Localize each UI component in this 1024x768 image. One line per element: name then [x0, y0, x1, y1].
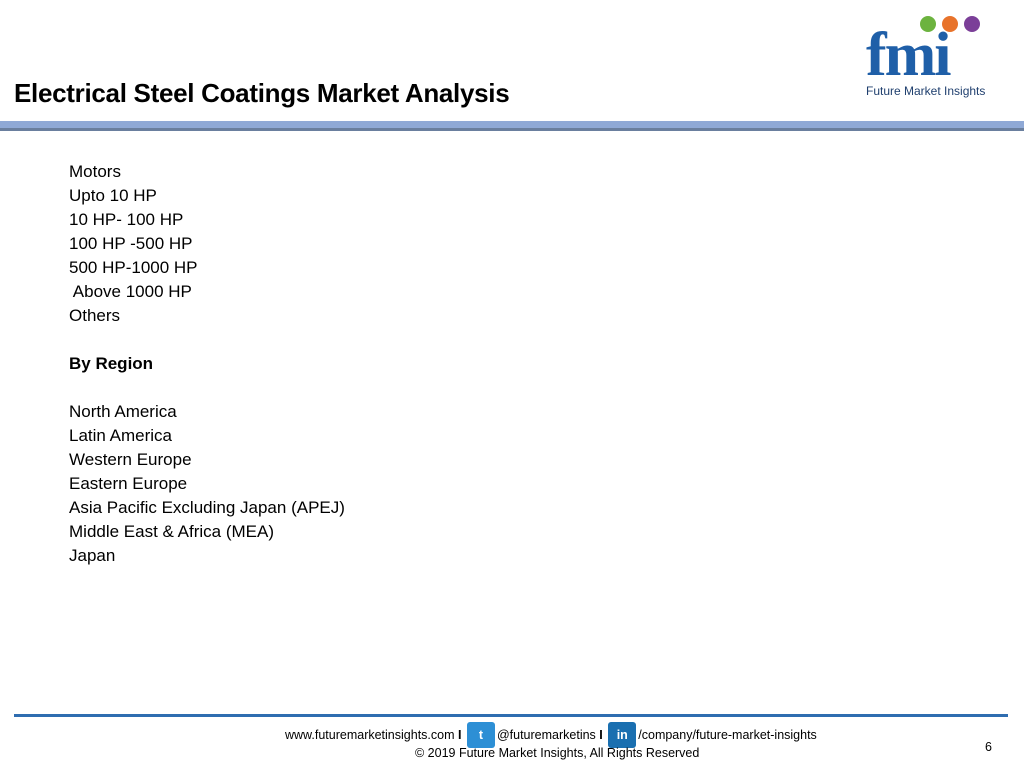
content: Motors Upto 10 HP 10 HP- 100 HP 100 HP -500… [69, 160, 345, 568]
header-rule-shadow [0, 128, 1024, 131]
list-item: Japan [69, 546, 116, 565]
list-item: North America [69, 402, 177, 421]
section-heading: By Region [69, 354, 154, 373]
list-item: 10 HP- 100 HP [69, 210, 184, 229]
list-item: Western Europe [69, 450, 192, 469]
twitter-icon[interactable]: t [466, 722, 495, 748]
slide-title: Electrical Steel Coatings Market Analysi… [14, 78, 510, 108]
logo: fmi Future Market Insights [862, 14, 1008, 100]
copyright: © 2019 Future Market Insights, All Right… [415, 746, 700, 760]
header-rule [0, 121, 1024, 128]
list-item: Latin America [69, 426, 172, 445]
footer-links: www.futuremarketinsights.com I t @futurem… [285, 722, 817, 748]
footer-rule [14, 714, 1008, 717]
list-item: Others [69, 306, 121, 325]
linkedin-icon[interactable]: in [608, 722, 637, 748]
logo-icons [920, 16, 980, 32]
list-item: Upto 10 HP [69, 186, 157, 205]
separator: I [599, 728, 603, 742]
logo-mark: fmi [866, 21, 952, 89]
separator: I [458, 728, 462, 742]
list-item: Asia Pacific Excluding Japan (APEJ) [69, 498, 345, 517]
list-item: Middle East & Africa (MEA) [69, 522, 275, 541]
website[interactable]: www.futuremarketinsights.com [285, 728, 455, 742]
list-item: Above 1000 HP [69, 282, 192, 301]
logo-name: Future Market Insights [866, 84, 986, 98]
list-item: 100 HP -500 HP [69, 234, 193, 253]
list-item: Motors [69, 162, 121, 181]
twitter-handle[interactable]: @futuremarketins [496, 728, 596, 742]
list-item: 500 HP-1000 HP [69, 258, 198, 277]
list-item: Eastern Europe [69, 474, 188, 493]
linkedin-path[interactable]: /company/future-market-insights [638, 728, 817, 742]
page-number: 6 [985, 740, 992, 754]
